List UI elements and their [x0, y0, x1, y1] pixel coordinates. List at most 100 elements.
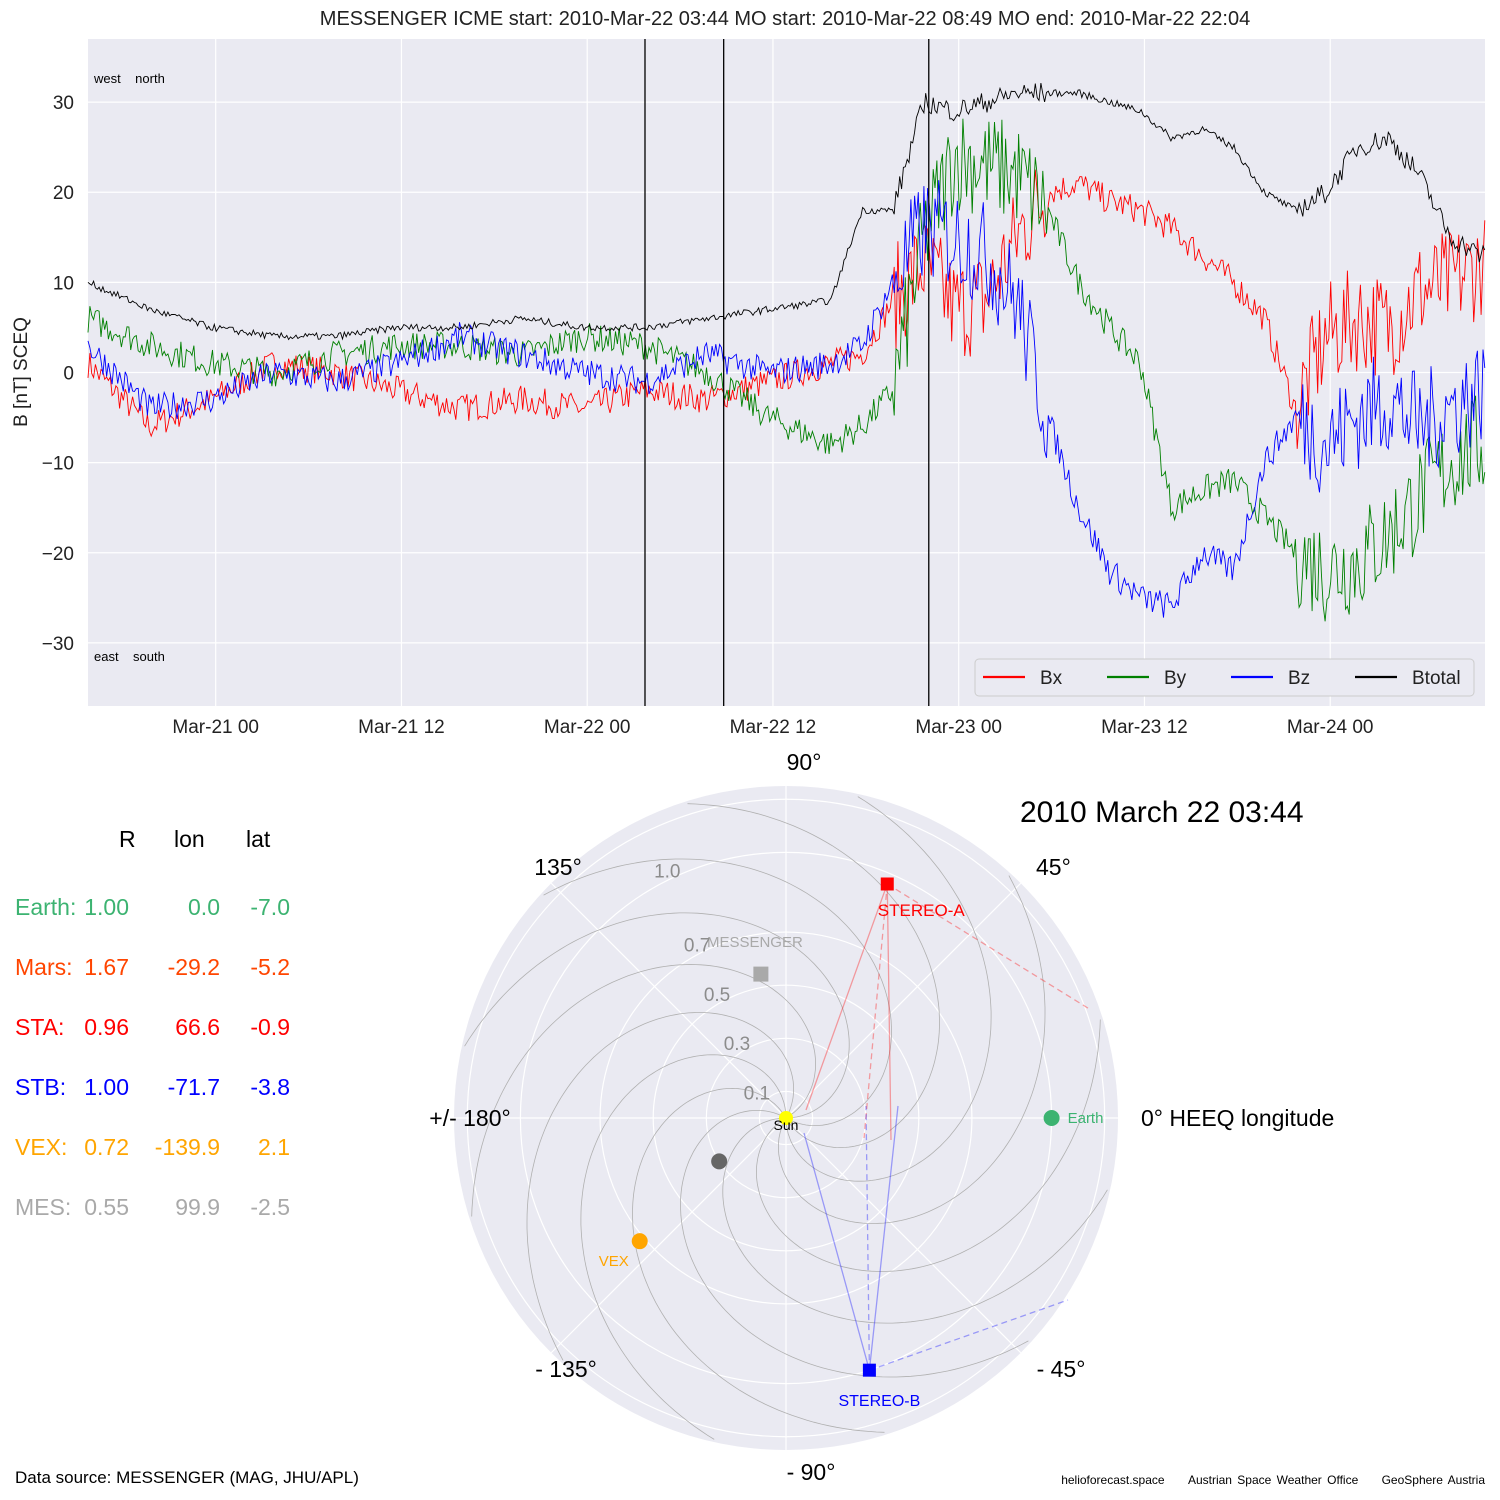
- stereo-b-fov-line: [803, 1132, 871, 1371]
- timeseries-title: MESSENGER ICME start: 2010-Mar-22 03:44 …: [319, 8, 1251, 30]
- position-row-lon: 0.0: [188, 894, 220, 920]
- unlabeled-marker: [711, 1153, 728, 1170]
- parker-spiral: [778, 875, 1046, 1224]
- position-row-lat: -0.9: [250, 1014, 290, 1040]
- x-tick-label: Mar-22 12: [730, 717, 817, 738]
- stereo-b-fov-line: [868, 1105, 899, 1371]
- angular-gridline: [550, 882, 787, 1119]
- annotation-top-left: west north: [93, 71, 165, 86]
- angle-tick-label: 135°: [534, 854, 582, 880]
- parker-spiral: [526, 1012, 794, 1361]
- header-R: R: [119, 826, 136, 852]
- timeseries-chart: −30 −20 −10 0 10 20 30 Mar-21 00 Mar-21 12 Mar-2…: [11, 39, 1486, 738]
- x-tick-label: Mar-23 00: [915, 717, 1002, 738]
- legend: Bx By Bz Btotal: [974, 658, 1475, 697]
- position-row: Earth: 1.00 0.0 -7.0: [15, 894, 315, 924]
- y-tick-label: 20: [53, 183, 74, 204]
- radial-tick-label: 0.3: [724, 1034, 750, 1055]
- angle-tick-label: 0° HEEQ longitude: [1141, 1105, 1334, 1131]
- x-tick-label: Mar-22 00: [544, 717, 631, 738]
- header-lon: lon: [174, 826, 205, 852]
- credit-geosphere: GeoSphere Austria: [1381, 1473, 1485, 1487]
- parker-spiral: [687, 803, 940, 1149]
- header-lat: lat: [246, 826, 271, 852]
- position-row-r: 1.67: [84, 954, 129, 980]
- y-tick-label: 10: [53, 273, 74, 294]
- position-row-lat: 2.1: [258, 1134, 290, 1160]
- position-row-lat: -2.5: [250, 1194, 290, 1220]
- angular-gridline: [785, 1117, 1022, 1354]
- angle-tick-label: +/- 180°: [429, 1105, 510, 1131]
- stereo-b-fov-line: [865, 1105, 871, 1371]
- stereo-b-fov-line: [869, 1299, 1069, 1371]
- stereo-b-label: STEREO-B: [838, 1393, 920, 1410]
- position-row-name: Mars:: [15, 954, 73, 980]
- parker-spiral: [785, 796, 992, 1182]
- messenger-marker: [753, 966, 769, 982]
- stereo-a-fov-line: [863, 883, 888, 1139]
- series-btotal: [87, 83, 1486, 341]
- legend-box: [974, 658, 1475, 697]
- y-tick-label: 30: [53, 93, 74, 114]
- radial-tick-label: 0.5: [704, 985, 730, 1006]
- x-tick-label: Mar-24 00: [1287, 717, 1374, 738]
- data-source: Data source: MESSENGER (MAG, JHU/APL): [15, 1468, 359, 1487]
- y-tick-label: −10: [42, 454, 74, 475]
- stereo-a-marker: [880, 877, 894, 891]
- annotation-bottom-left: east south: [94, 649, 165, 664]
- series-by: [87, 118, 1486, 622]
- y-axis-label: B [nT] SCEQ: [11, 317, 32, 427]
- position-row-lat: -5.2: [250, 954, 290, 980]
- angle-tick-label: - 45°: [1037, 1356, 1086, 1382]
- series-bx: [87, 169, 1486, 449]
- parker-spiral: [471, 964, 817, 1217]
- position-date: 2010 March 22 03:44: [1020, 796, 1304, 829]
- position-row-lon: 66.6: [175, 1014, 220, 1040]
- parker-spiral: [580, 1054, 787, 1440]
- position-row-name: VEX:: [15, 1134, 68, 1160]
- position-row-r: 1.00: [84, 894, 129, 920]
- earth-marker: [1043, 1110, 1060, 1126]
- radial-tick-label: 1.0: [654, 862, 680, 883]
- position-row: MES: 0.55 99.9 -2.5: [15, 1194, 315, 1224]
- vex-marker: [631, 1233, 648, 1250]
- series-bz: [87, 180, 1486, 618]
- parker-spiral: [680, 1109, 1029, 1378]
- angle-tick-label: - 90°: [787, 1459, 836, 1485]
- x-tick-label: Mar-21 00: [172, 717, 259, 738]
- position-row-name: MES:: [15, 1194, 72, 1220]
- messenger-label: MESSENGER: [707, 934, 803, 951]
- legend-label-by: By: [1164, 668, 1187, 689]
- legend-label-btotal: Btotal: [1412, 668, 1461, 689]
- position-row: Mars: 1.67 -29.2 -5.2: [15, 954, 315, 984]
- legend-label-bz: Bz: [1288, 668, 1310, 689]
- y-tick-label: −20: [42, 544, 74, 565]
- credit-aswo: Austrian Space Weather Office: [1187, 1473, 1359, 1487]
- stereo-a-fov-line: [805, 883, 888, 1111]
- position-row-r: 0.72: [84, 1134, 129, 1160]
- position-plot: Sun Earth STEREO-A STEREO-B VEX MESSENGER 0° H…: [429, 749, 1334, 1485]
- earth-label: Earth: [1068, 1110, 1104, 1127]
- vex-label: VEX: [599, 1253, 629, 1270]
- legend-label-bx: Bx: [1040, 668, 1063, 689]
- position-row-lat: -3.8: [250, 1074, 290, 1100]
- x-tick-label: Mar-23 12: [1101, 717, 1188, 738]
- position-row-lon: -29.2: [167, 954, 220, 980]
- x-tick-label: Mar-21 12: [358, 717, 445, 738]
- parker-spiral: [722, 1117, 1108, 1324]
- position-row-name: Earth:: [15, 894, 77, 920]
- angular-gridline: [550, 1117, 787, 1354]
- position-row-lon: -139.9: [154, 1134, 220, 1160]
- y-tick-label: −30: [42, 634, 74, 655]
- position-row-lon: -71.7: [167, 1074, 220, 1100]
- stereo-b-marker: [862, 1363, 876, 1377]
- radial-tick-label: 0.1: [744, 1083, 770, 1104]
- radial-tick-label: 0.7: [684, 936, 710, 957]
- position-row-name: STB:: [15, 1074, 67, 1100]
- credits: helioforecast.space Austrian Space Weath…: [1043, 1473, 1485, 1487]
- parker-spiral: [632, 1087, 885, 1433]
- angle-tick-label: 45°: [1036, 854, 1071, 880]
- sun-marker: [779, 1111, 793, 1125]
- stereo-a-label: STEREO-A: [878, 901, 966, 920]
